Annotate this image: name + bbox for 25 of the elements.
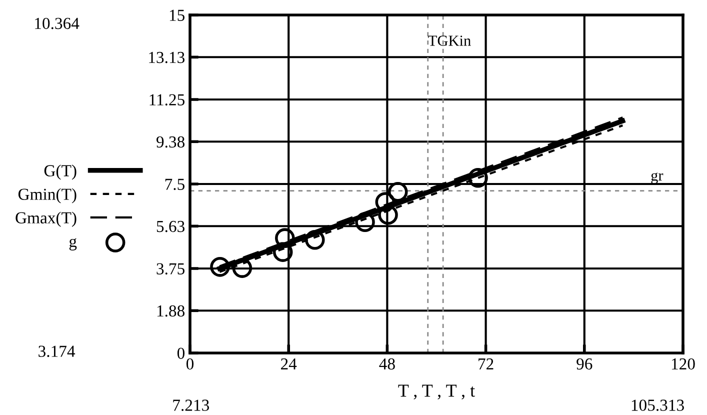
y-tick-label: 13.13 bbox=[149, 52, 184, 64]
y-tick-label: 3.75 bbox=[156, 263, 184, 275]
y-tick-label: 5.63 bbox=[156, 220, 184, 232]
y-tick-label: 0 bbox=[177, 348, 185, 359]
x-tick-label: 24 bbox=[281, 358, 297, 370]
x-tick-label: 96 bbox=[576, 358, 592, 370]
x-tick-label: 120 bbox=[672, 358, 695, 370]
legend-label: G(T) bbox=[44, 164, 76, 180]
x-tick-label: 72 bbox=[478, 358, 494, 370]
legend-label: g bbox=[69, 238, 77, 250]
x-axis-title: T , T , T , t bbox=[398, 384, 475, 400]
y-tick-label: 1.88 bbox=[157, 305, 185, 317]
text: 105.313 bbox=[632, 400, 684, 411]
legend-label: Gmin(T) bbox=[18, 188, 76, 204]
ref-line-label: TGKin bbox=[428, 36, 471, 46]
y-tick-label: 7.5 bbox=[165, 178, 184, 190]
text: 10.364 bbox=[35, 18, 80, 30]
legend-label: Gmax(T) bbox=[16, 212, 76, 227]
x-tick-label: 48 bbox=[379, 358, 395, 370]
x-tick-label: 0 bbox=[186, 358, 194, 370]
text: 7.213 bbox=[173, 400, 209, 411]
text: 3.174 bbox=[38, 346, 76, 357]
y-tick-label: 15 bbox=[170, 10, 184, 21]
y-tick-label: 9.38 bbox=[156, 136, 185, 148]
y-tick-label: 11.25 bbox=[150, 94, 184, 106]
